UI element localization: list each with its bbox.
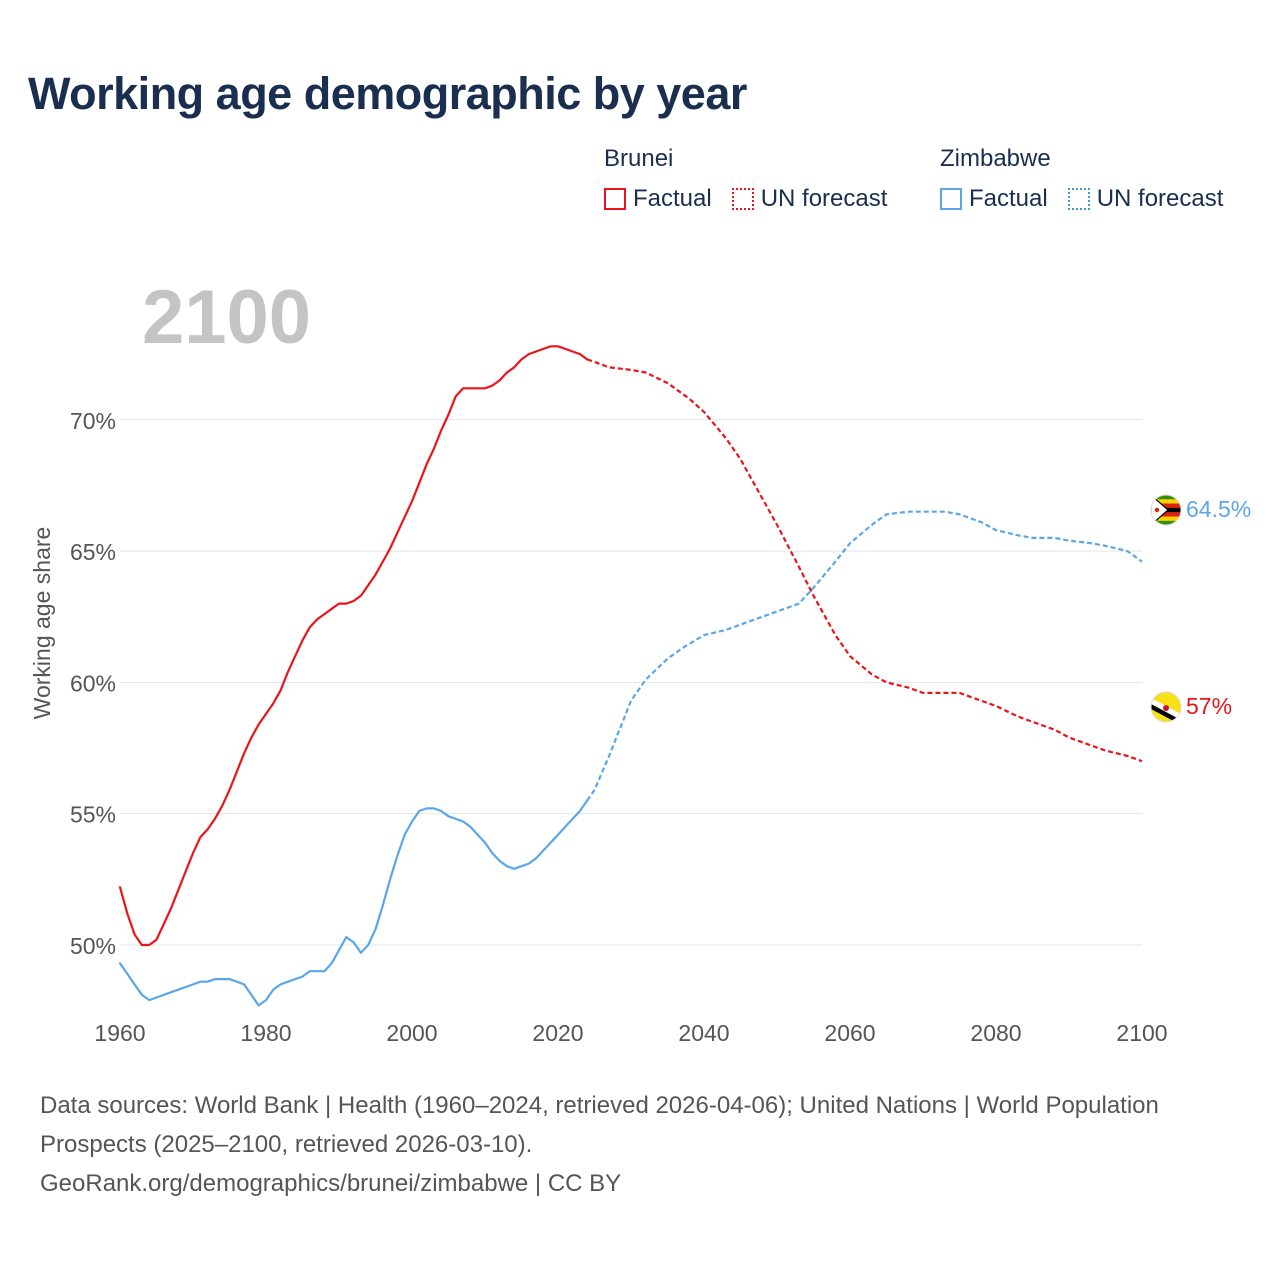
x-tick-label: 2000 <box>386 1020 437 1046</box>
footer-credit: GeoRank.org/demographics/brunei/zimbabwe… <box>40 1170 622 1197</box>
legend-label-brunei-forecast: UN forecast <box>760 185 888 212</box>
series-lines <box>118 345 1143 1007</box>
brunei-factual-line <box>118 345 589 947</box>
brunei-forecast-line <box>586 358 1143 763</box>
line-chart: 2100 50% 55% 60% 65% 70% 1960 1980 2000 2020 204… <box>29 275 1251 1046</box>
x-tick-label: 2020 <box>532 1020 583 1046</box>
legend-swatch-brunei-factual <box>604 188 626 210</box>
legend-label-zimbabwe-factual: Factual <box>969 185 1048 212</box>
y-axis-ticks: 50% 55% 60% 65% 70% <box>70 408 116 959</box>
y-tick-label: 70% <box>70 408 116 434</box>
y-tick-label: 50% <box>70 933 116 959</box>
legend-label-zimbabwe-forecast: UN forecast <box>1096 185 1224 212</box>
legend-swatch-brunei-forecast <box>731 188 754 210</box>
x-tick-label: 2060 <box>824 1020 875 1046</box>
legend-label-brunei-factual: Factual <box>633 185 712 212</box>
zimbabwe-end-label: 64.5% <box>1186 496 1251 522</box>
brunei-end-label: 57% <box>1186 693 1232 719</box>
zimbabwe-forecast-line <box>586 510 1143 802</box>
gridlines <box>120 419 1142 946</box>
y-tick-label: 55% <box>70 802 116 828</box>
x-tick-label: 2100 <box>1116 1020 1167 1046</box>
x-tick-label: 2080 <box>970 1020 1021 1046</box>
zimbabwe-flag-icon <box>1150 494 1182 526</box>
y-axis-label: Working age share <box>29 527 55 720</box>
year-watermark: 2100 <box>142 275 311 360</box>
footer-sources: Data sources: World Bank | Health (1960–… <box>40 1092 1159 1158</box>
zimbabwe-factual-line <box>118 799 589 1007</box>
x-axis-ticks: 1960 1980 2000 2020 2040 2060 2080 2100 <box>94 1020 1167 1046</box>
brunei-flag-icon <box>1150 691 1182 723</box>
legend-country-brunei: Brunei <box>604 145 674 172</box>
legend-swatch-zimbabwe-forecast <box>1067 188 1090 210</box>
footer: Data sources: World Bank | Health (1960–… <box>40 1086 1240 1203</box>
legend-brunei: Brunei Factual UN forecast <box>604 145 907 213</box>
y-tick-label: 65% <box>70 539 116 565</box>
x-tick-label: 1980 <box>240 1020 291 1046</box>
y-tick-label: 60% <box>70 670 116 696</box>
legend-country-zimbabwe: Zimbabwe <box>940 145 1051 172</box>
x-tick-label: 1960 <box>94 1020 145 1046</box>
legend-zimbabwe: Zimbabwe Factual UN forecast <box>940 145 1243 213</box>
chart-title: Working age demographic by year <box>28 68 747 119</box>
legend-swatch-zimbabwe-factual <box>940 188 962 210</box>
x-tick-label: 2040 <box>678 1020 729 1046</box>
